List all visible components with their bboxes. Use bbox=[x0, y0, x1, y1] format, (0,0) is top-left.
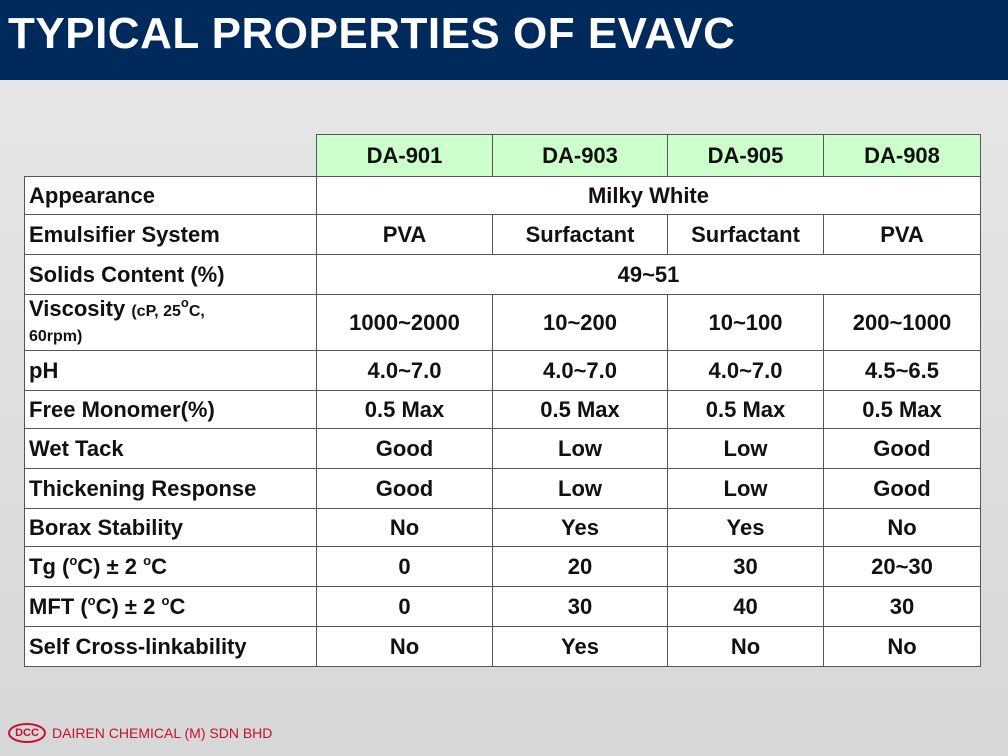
cell-value: 200~1000 bbox=[823, 294, 981, 351]
properties-table: DA-901 DA-903 DA-905 DA-908 Appearance M… bbox=[24, 134, 981, 667]
cell-value: Good bbox=[316, 468, 493, 509]
cell-value: Yes bbox=[667, 508, 824, 547]
row-label: Appearance bbox=[24, 176, 317, 215]
table-row: Appearance Milky White bbox=[24, 176, 981, 215]
title-banner: TYPICAL PROPERTIES OF EVAVC bbox=[0, 0, 1008, 80]
grade-header: DA-903 bbox=[492, 134, 668, 177]
grade-header: DA-905 bbox=[667, 134, 824, 177]
table-row: Free Monomer(%) 0.5 Max 0.5 Max 0.5 Max … bbox=[24, 390, 981, 429]
cell-value: Yes bbox=[492, 508, 668, 547]
cell-value: 4.0~7.0 bbox=[316, 350, 493, 391]
row-label: Wet Tack bbox=[24, 428, 317, 469]
table-row: Emulsifier System PVA Surfactant Surfact… bbox=[24, 214, 981, 255]
table-row: MFT (oC) ± 2 oC 0 30 40 30 bbox=[24, 586, 981, 627]
cell-value: 30 bbox=[823, 586, 981, 627]
table-row: Viscosity (cP, 25oC, 60rpm) 1000~2000 10~… bbox=[24, 294, 981, 351]
cell-value: 0.5 Max bbox=[667, 390, 824, 429]
grade-header-row: DA-901 DA-903 DA-905 DA-908 bbox=[25, 134, 981, 177]
cell-value: 0 bbox=[316, 586, 493, 627]
grade-header: DA-908 bbox=[823, 134, 981, 177]
merged-value: 49~51 bbox=[316, 254, 981, 295]
corner-blank bbox=[25, 135, 317, 177]
dcc-logo: DCC bbox=[8, 723, 46, 743]
cell-value: 30 bbox=[492, 586, 668, 627]
table-row: pH 4.0~7.0 4.0~7.0 4.0~7.0 4.5~6.5 bbox=[24, 350, 981, 391]
row-label: pH bbox=[24, 350, 317, 391]
cell-value: 4.0~7.0 bbox=[667, 350, 824, 391]
cell-value: No bbox=[316, 626, 493, 667]
cell-value: 20~30 bbox=[823, 546, 981, 587]
footer: DCC DAIREN CHEMICAL (M) SDN BHD bbox=[8, 722, 272, 744]
cell-value: No bbox=[316, 508, 493, 547]
cell-value: 10~200 bbox=[492, 294, 668, 351]
table-row: Borax Stability No Yes Yes No bbox=[24, 508, 981, 547]
cell-value: Good bbox=[823, 428, 981, 469]
cell-value: 0.5 Max bbox=[492, 390, 668, 429]
table-row: Wet Tack Good Low Low Good bbox=[24, 428, 981, 469]
cell-value: 0.5 Max bbox=[823, 390, 981, 429]
cell-value: 4.5~6.5 bbox=[823, 350, 981, 391]
table-row: Thickening Response Good Low Low Good bbox=[24, 468, 981, 509]
grade-header: DA-901 bbox=[316, 134, 493, 177]
row-label: MFT (oC) ± 2 oC bbox=[24, 586, 317, 627]
table-row: Solids Content (%) 49~51 bbox=[24, 254, 981, 295]
cell-value: Good bbox=[316, 428, 493, 469]
row-label: Self Cross-linkability bbox=[24, 626, 317, 667]
cell-value: PVA bbox=[316, 214, 493, 255]
table-row: Tg (oC) ± 2 oC 0 20 30 20~30 bbox=[24, 546, 981, 587]
row-label: Borax Stability bbox=[24, 508, 317, 547]
table-row: Self Cross-linkability No Yes No No bbox=[24, 626, 981, 667]
row-label: Free Monomer(%) bbox=[24, 390, 317, 429]
cell-value: Surfactant bbox=[492, 214, 668, 255]
page-title: TYPICAL PROPERTIES OF EVAVC bbox=[8, 9, 736, 58]
viscosity-label: Viscosity bbox=[29, 295, 126, 321]
cell-value: Yes bbox=[492, 626, 668, 667]
cell-value: No bbox=[823, 626, 981, 667]
cell-value: 20 bbox=[492, 546, 668, 587]
cell-value: Good bbox=[823, 468, 981, 509]
cell-value: Low bbox=[667, 428, 824, 469]
viscosity-condition: (cP, 25oC, 60rpm) bbox=[29, 294, 205, 345]
company-name: DAIREN CHEMICAL (M) SDN BHD bbox=[52, 725, 273, 741]
cell-value: Low bbox=[492, 428, 668, 469]
cell-value: 1000~2000 bbox=[316, 294, 493, 351]
cell-value: 30 bbox=[667, 546, 824, 587]
cell-value: No bbox=[823, 508, 981, 547]
merged-value: Milky White bbox=[316, 176, 981, 215]
row-label: Thickening Response bbox=[24, 468, 317, 509]
cell-value: No bbox=[667, 626, 824, 667]
cell-value: Low bbox=[667, 468, 824, 509]
row-label: Solids Content (%) bbox=[24, 254, 317, 295]
cell-value: PVA bbox=[823, 214, 981, 255]
row-label: Viscosity (cP, 25oC, 60rpm) bbox=[24, 294, 317, 351]
cell-value: Low bbox=[492, 468, 668, 509]
cell-value: Surfactant bbox=[667, 214, 824, 255]
row-label: Tg (oC) ± 2 oC bbox=[24, 546, 317, 587]
row-label: Emulsifier System bbox=[24, 214, 317, 255]
cell-value: 10~100 bbox=[667, 294, 824, 351]
cell-value: 0 bbox=[316, 546, 493, 587]
cell-value: 40 bbox=[667, 586, 824, 627]
cell-value: 0.5 Max bbox=[316, 390, 493, 429]
cell-value: 4.0~7.0 bbox=[492, 350, 668, 391]
